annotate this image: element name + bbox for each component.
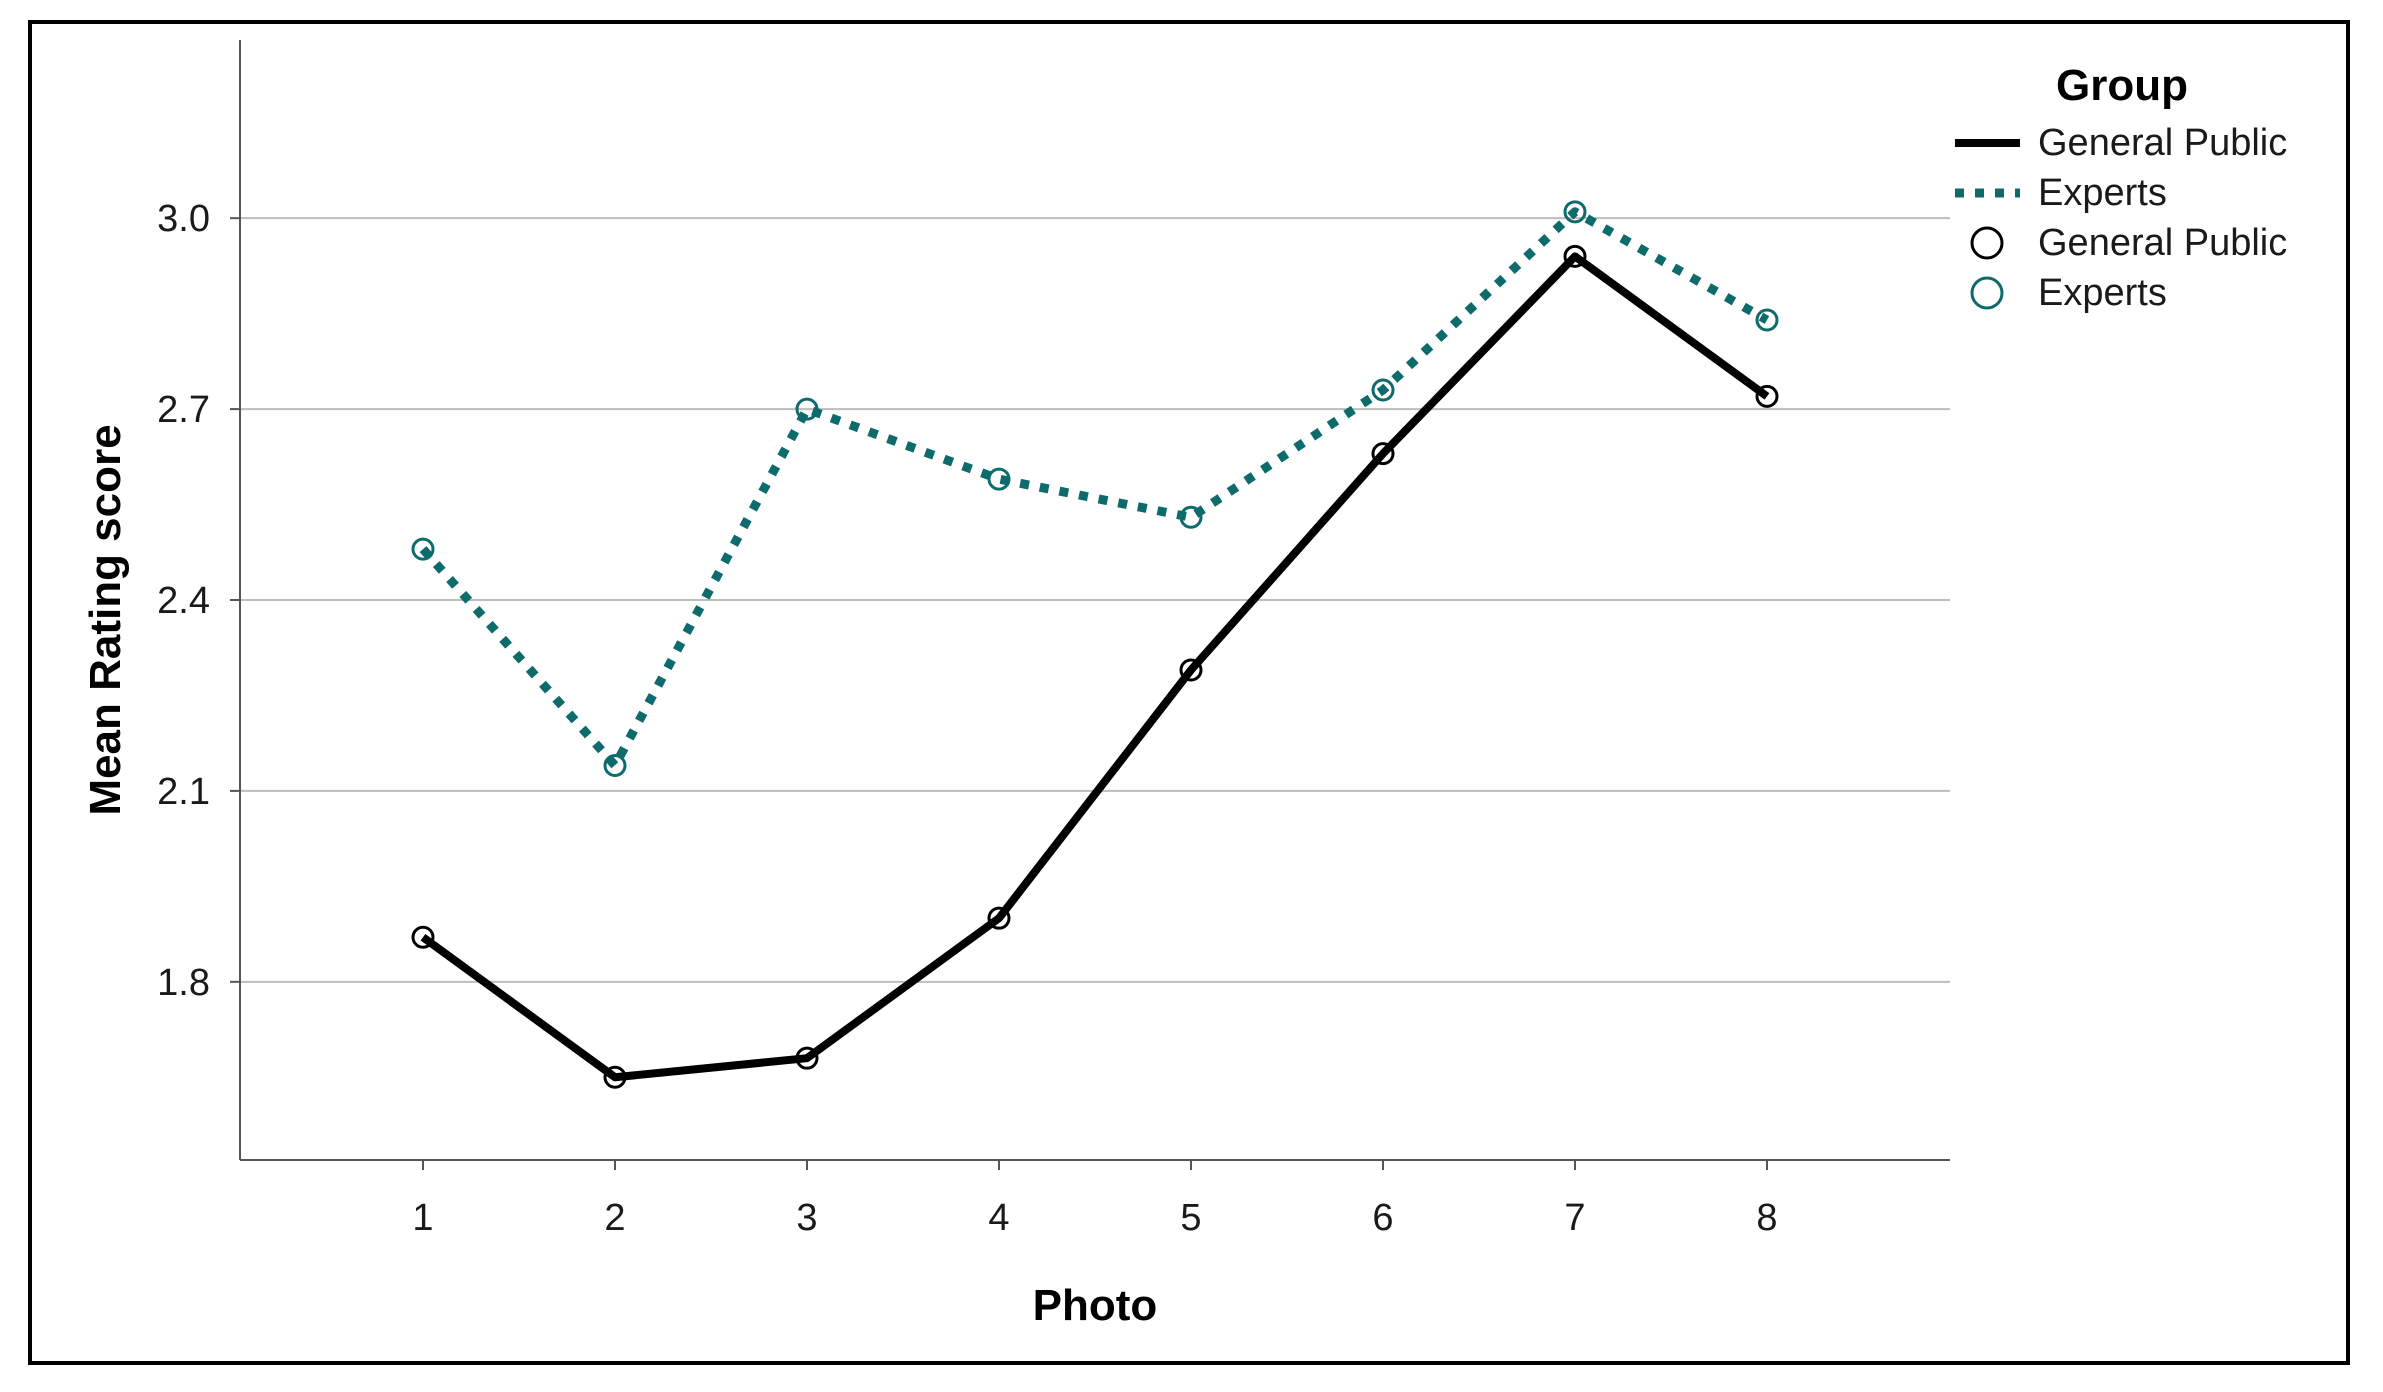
y-tick-label: 2.7 (157, 389, 210, 431)
experts-point (1563, 200, 1587, 224)
y-tick-label: 1.8 (157, 962, 210, 1004)
general-public-point (411, 925, 435, 949)
y-axis-title: Mean Rating score (81, 424, 130, 815)
experts-point (1755, 308, 1779, 332)
y-tick-label: 3.0 (157, 198, 210, 240)
x-axis-title: Photo (1033, 1281, 1158, 1330)
chart-frame (28, 20, 2350, 1365)
legend-marker-general-public (1970, 226, 2004, 260)
y-tick-label: 2.4 (157, 580, 210, 622)
general-public-point (795, 1046, 819, 1070)
legend-label: General Public (2038, 222, 2287, 264)
general-public-line (420, 252, 1770, 1082)
general-public-point (1755, 384, 1779, 408)
experts-point (603, 753, 627, 777)
axes (239, 40, 1950, 1161)
x-tick-label: 5 (1180, 1197, 1201, 1239)
x-tick-labels: 1 2 3 4 5 6 7 8 (412, 1160, 1778, 1239)
y-tick-labels: 1.8 2.1 2.4 2.7 3.0 (157, 198, 210, 1004)
legend-label: Experts (2038, 172, 2167, 214)
general-public-point (1371, 442, 1395, 466)
x-tick-label: 3 (796, 1197, 817, 1239)
experts-point (411, 537, 435, 561)
legend-marker-experts (1970, 276, 2004, 310)
x-tick-label: 6 (1372, 1197, 1393, 1239)
experts-point (1371, 378, 1395, 402)
experts-point (987, 467, 1011, 491)
experts-point (795, 397, 819, 421)
x-tick-label: 8 (1756, 1197, 1777, 1239)
x-tick-label: 2 (604, 1197, 625, 1239)
series-lines (419, 207, 1770, 1082)
x-tick-label: 7 (1564, 1197, 1585, 1239)
series-markers (411, 200, 1779, 1089)
legend-items: General Public Experts General Public Exper… (1955, 122, 2287, 314)
y-tick-label: 2.1 (157, 771, 210, 813)
general-public-point (1563, 244, 1587, 268)
general-public-point (987, 906, 1011, 930)
legend-label: Experts (2038, 272, 2167, 314)
experts-point (1179, 505, 1203, 529)
x-tick-label: 4 (988, 1197, 1009, 1239)
general-public-point (603, 1065, 627, 1089)
legend-title: Group (2056, 61, 2188, 110)
experts-line (419, 207, 1770, 770)
legend-label: General Public (2038, 122, 2287, 164)
x-tick-label: 1 (412, 1197, 433, 1239)
grid-lines (230, 217, 1950, 983)
general-public-point (1179, 658, 1203, 682)
